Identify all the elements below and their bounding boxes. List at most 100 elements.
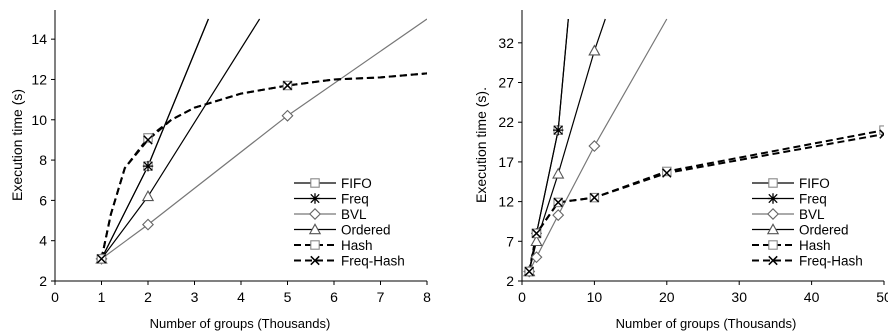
diamond-marker — [530, 251, 543, 264]
x-tick-label: 0 — [518, 289, 526, 305]
series-line-hash — [528, 129, 884, 272]
x-marker — [310, 255, 320, 266]
triangle-marker — [766, 223, 780, 235]
chart-right: Execution time (s). Number of groups (Th… — [473, 10, 888, 331]
legend-item: FIFO — [752, 176, 830, 191]
series-line-fifo — [100, 18, 209, 260]
square-marker — [310, 178, 320, 188]
x-tick-label: 1 — [98, 289, 106, 305]
x-tick-label: 8 — [423, 289, 431, 305]
series-line-freq — [100, 18, 209, 260]
x-tick-label: 2 — [144, 289, 152, 305]
diamond-marker — [309, 208, 321, 220]
legend-label: FIFO — [341, 176, 372, 191]
legend-label: Ordered — [341, 223, 391, 238]
asterisk-marker — [767, 193, 779, 204]
y-axis-label: Execution time (s). — [473, 87, 489, 203]
legend-item: FIFO — [294, 176, 372, 191]
legend-item: BVL — [294, 207, 367, 222]
y-axis-label: Execution time (s) — [9, 89, 25, 201]
legend-item: Ordered — [294, 223, 391, 238]
square-marker — [768, 240, 778, 250]
legend-item: BVL — [752, 207, 825, 222]
x-tick-label: 10 — [587, 289, 603, 305]
x-marker — [524, 266, 534, 277]
x-marker — [143, 135, 153, 145]
y-tick-label: 7 — [506, 233, 514, 249]
x-tick-label: 4 — [237, 289, 245, 305]
legend-label: FIFO — [799, 176, 830, 191]
triangle-marker — [552, 167, 565, 179]
x-tick-label: 5 — [284, 289, 292, 305]
plot-left — [95, 18, 427, 265]
x-tick-label: 3 — [191, 289, 199, 305]
x-tick-label: 6 — [330, 289, 338, 305]
x-axis-label: Number of groups (Thousands) — [616, 316, 797, 331]
triangle-marker — [141, 190, 155, 202]
x-tick-label: 30 — [731, 289, 747, 305]
legend-label: BVL — [799, 207, 825, 222]
x-marker — [96, 254, 107, 264]
triangle-marker — [530, 234, 543, 247]
y-tick-label: 17 — [498, 154, 514, 170]
series-line-freq — [528, 18, 569, 272]
x-marker — [531, 228, 542, 239]
legend-label: Freq-Hash — [341, 254, 405, 269]
x-marker — [282, 80, 293, 91]
legend-label: Freq-Hash — [799, 254, 863, 269]
legend-label: Ordered — [799, 223, 849, 238]
square-marker — [143, 133, 153, 143]
diamond-marker — [281, 109, 294, 122]
square-marker — [662, 166, 672, 177]
series-line-freq-hash — [528, 133, 884, 272]
triangle-marker — [588, 44, 601, 56]
y-tick-label: 32 — [498, 35, 514, 51]
asterisk-marker — [553, 124, 564, 136]
x-tick-label: 0 — [51, 289, 59, 305]
x-marker — [879, 129, 884, 139]
diamond-marker — [588, 140, 601, 153]
chart-left: Execution time (s) Number of groups (Tho… — [9, 10, 431, 331]
diamond-marker — [552, 209, 565, 222]
series-line-ordered — [101, 18, 261, 260]
x-marker — [553, 197, 563, 208]
y-tick-label: 2 — [39, 273, 47, 289]
y-tick-label: 12 — [498, 194, 514, 210]
series-line-bvl — [101, 18, 427, 260]
y-tick-label: 14 — [31, 31, 47, 47]
y-tick-label: 27 — [498, 75, 514, 91]
x-tick-label: 20 — [659, 289, 675, 305]
x-tick-label: 50 — [876, 289, 888, 305]
diamond-marker — [767, 208, 779, 220]
square-marker — [310, 240, 320, 250]
legend-label: BVL — [341, 207, 367, 222]
legend-label: Hash — [799, 238, 831, 253]
y-tick-label: 12 — [31, 71, 47, 87]
x-tick-label: 40 — [804, 289, 820, 305]
legend-label: Hash — [341, 238, 373, 253]
asterisk-marker — [309, 193, 321, 204]
x-axis-label: Number of groups (Thousands) — [150, 316, 331, 331]
x-tick-label: 7 — [377, 289, 385, 305]
x-marker — [589, 192, 600, 203]
y-tick-label: 10 — [31, 112, 47, 128]
y-tick-label: 6 — [39, 192, 47, 208]
legend-item: Freq — [294, 192, 369, 207]
legend-label: Freq — [799, 192, 827, 207]
x-marker — [662, 168, 672, 178]
legend-item: Freq-Hash — [294, 254, 405, 269]
legend-item: Hash — [752, 238, 831, 253]
asterisk-marker — [142, 160, 154, 172]
y-tick-label: 2 — [506, 273, 514, 289]
legend-item: Freq-Hash — [752, 254, 863, 269]
y-tick-label: 8 — [39, 152, 47, 168]
legend-item: Ordered — [752, 223, 849, 238]
legend-label: Freq — [341, 192, 369, 207]
plot-right — [523, 18, 884, 278]
y-tick-label: 22 — [498, 114, 514, 130]
legend-item: Freq — [752, 192, 827, 207]
